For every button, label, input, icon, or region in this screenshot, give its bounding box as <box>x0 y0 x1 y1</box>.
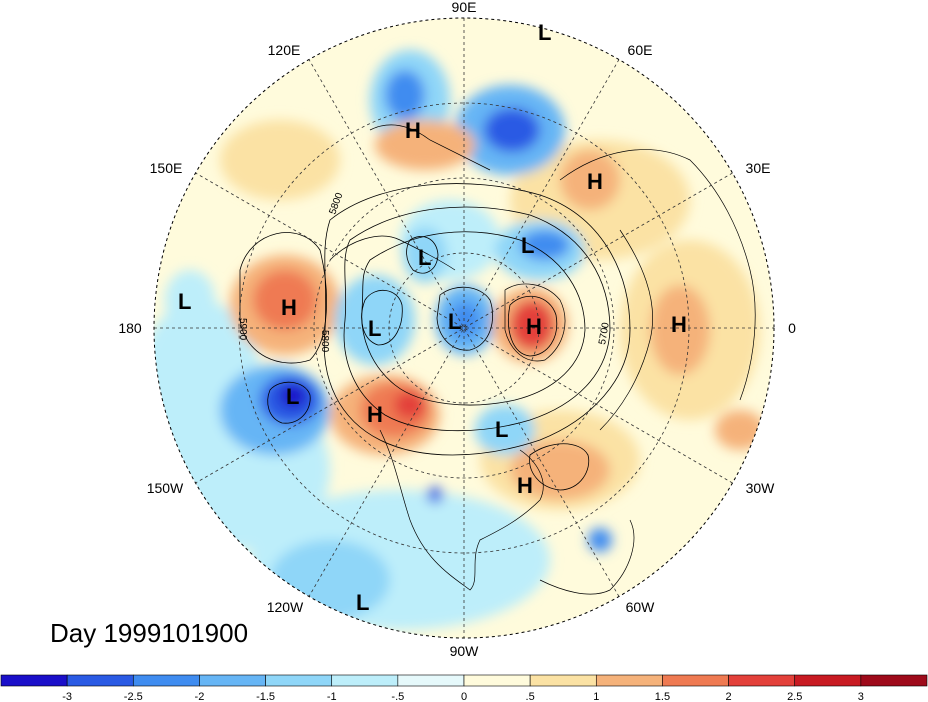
contour-label-5900: 5900 <box>237 318 248 341</box>
colorbar-box <box>397 674 465 687</box>
colorbar: -3 -2.5 -2 -1.5 -1 -.5 0 .5 1 1.5 2 2.5 3 <box>0 674 928 702</box>
lon-label-0: 0 <box>788 320 796 336</box>
map-title: Day 1999101900 <box>50 618 249 648</box>
colorbar-label: 3 <box>858 691 864 702</box>
colorbar-labels: -3 -2.5 -2 -1.5 -1 -.5 0 .5 1 1.5 2 2.5 3 <box>62 691 864 702</box>
high-marker: H <box>671 312 687 337</box>
low-marker: L <box>368 316 381 341</box>
low-marker: L <box>418 245 431 270</box>
colorbar-label: 1 <box>593 691 599 702</box>
lon-label-60w: 60W <box>626 599 656 615</box>
pressure-center-labels: L H H L L L H L L H H L H L H L <box>178 20 687 615</box>
low-marker: L <box>448 309 461 334</box>
contour-label-5800b: 5800 <box>319 330 330 353</box>
lon-label-60e: 60E <box>628 42 653 58</box>
low-marker: L <box>286 384 299 409</box>
lon-label-120w: 120W <box>267 599 304 615</box>
contour-label-5700: 5700 <box>597 321 612 345</box>
map-boundary <box>153 17 775 639</box>
high-marker: H <box>526 314 542 339</box>
colorbar-box <box>66 674 134 687</box>
colorbar-box <box>860 674 928 687</box>
high-marker: H <box>367 402 383 427</box>
height-contours <box>239 183 631 491</box>
lon-label-180: 180 <box>118 320 142 336</box>
low-marker: L <box>495 417 508 442</box>
colorbar-label: -2 <box>195 691 205 702</box>
colorbar-label: -1 <box>327 691 337 702</box>
colorbar-label: -3 <box>62 691 72 702</box>
high-marker: H <box>517 473 533 498</box>
lon-label-150e: 150E <box>150 160 183 176</box>
lon-label-30w: 30W <box>746 480 776 496</box>
colorbar-box <box>331 674 399 687</box>
colorbar-box <box>199 674 266 687</box>
lon-label-90w: 90W <box>450 643 480 659</box>
high-marker: H <box>405 118 421 143</box>
lon-label-90e: 90E <box>452 0 477 15</box>
low-marker: L <box>178 289 191 314</box>
colorbar-box <box>794 674 862 687</box>
longitude-labels: 90E 60E 30E 0 30W 60W 90W 120W 150W 180 … <box>118 0 796 659</box>
colorbar-boxes <box>0 674 928 687</box>
colorbar-box <box>529 674 597 687</box>
colorbar-label: .5 <box>526 691 535 702</box>
polar-stereographic-map: 5800 5800 5900 5700 L H H L L L H L L H … <box>118 0 796 659</box>
colorbar-label: 2 <box>726 691 732 702</box>
colorbar-label: 1.5 <box>655 691 670 702</box>
colorbar-label: -2.5 <box>124 691 143 702</box>
high-marker: H <box>281 295 297 320</box>
low-marker: L <box>356 590 369 615</box>
colorbar-box <box>728 674 796 687</box>
colorbar-box <box>0 674 68 687</box>
colorbar-box <box>595 674 663 687</box>
lon-label-150w: 150W <box>147 480 184 496</box>
colorbar-box <box>662 674 729 687</box>
coastlines <box>329 124 756 595</box>
colorbar-label: 2.5 <box>787 691 802 702</box>
anomaly-field <box>154 50 765 630</box>
colorbar-box <box>132 674 200 687</box>
colorbar-label: 0 <box>461 691 467 702</box>
colorbar-label: -1.5 <box>256 691 275 702</box>
lon-label-30e: 30E <box>746 160 771 176</box>
high-marker: H <box>587 169 603 194</box>
lon-label-120e: 120E <box>268 42 301 58</box>
map-disk <box>154 18 774 638</box>
colorbar-box <box>463 674 531 687</box>
colorbar-box <box>265 674 333 687</box>
low-marker: L <box>521 233 534 258</box>
graticule <box>154 18 774 638</box>
colorbar-label: -.5 <box>391 691 404 702</box>
low-marker: L <box>538 20 551 45</box>
